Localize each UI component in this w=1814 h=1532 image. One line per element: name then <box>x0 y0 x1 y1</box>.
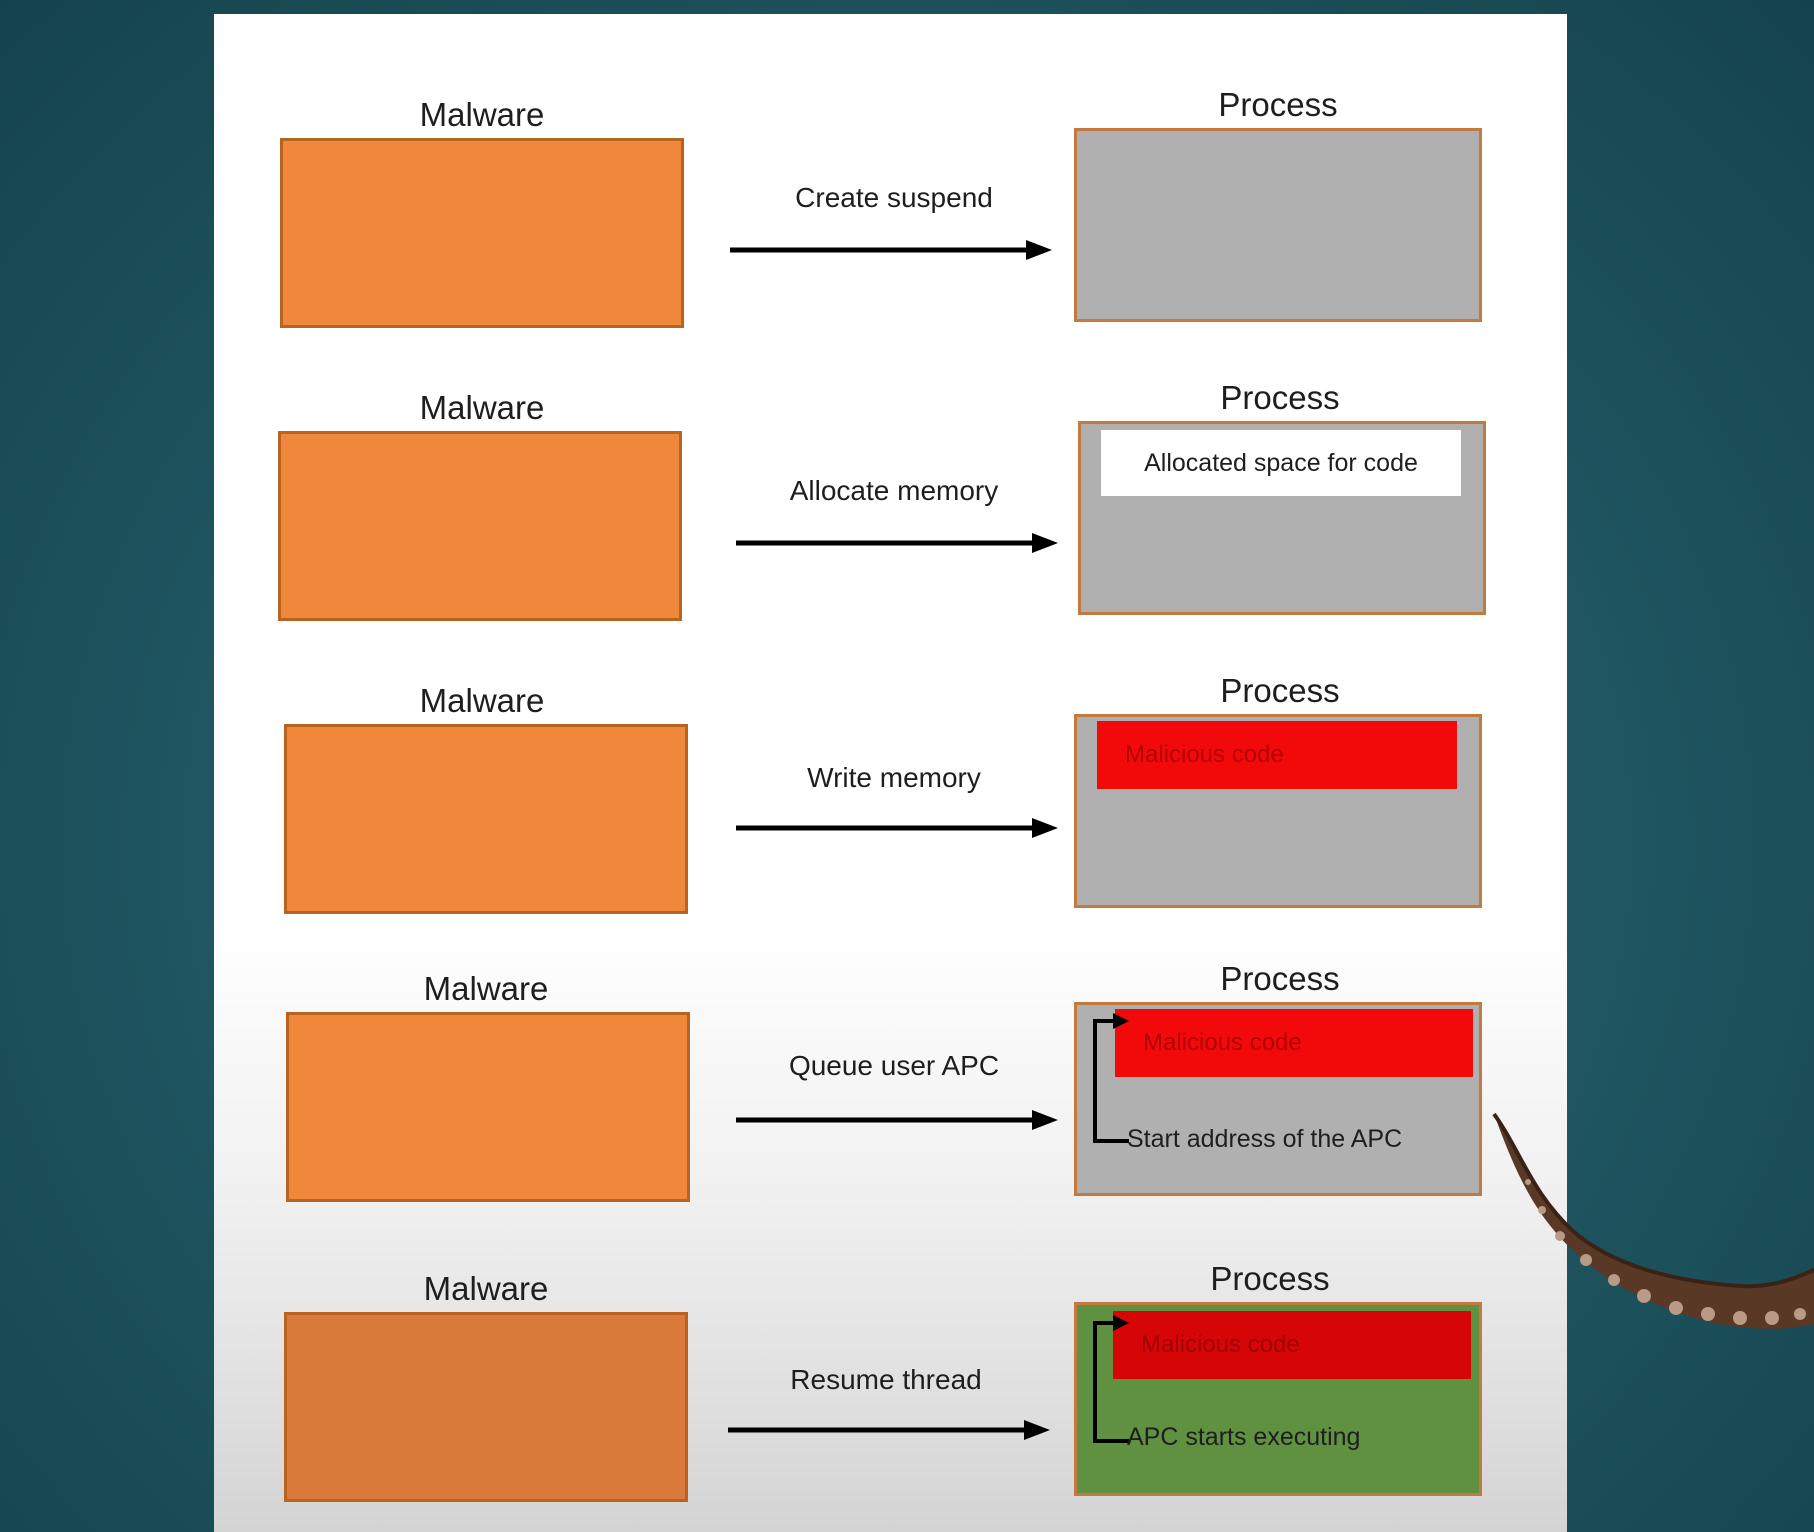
malware-label: Malware <box>419 96 545 133</box>
apc-executing-note: APC starts executing <box>1127 1423 1361 1451</box>
diagram-slide: Malware Create suspend Process Malware A… <box>214 14 1567 1532</box>
process-box <box>1074 128 1482 322</box>
step-resume-thread: Malware Resume thread Process Malicious … <box>214 1260 1567 1510</box>
step-queue-user-apc: Malware Queue user APC Process Malicious… <box>214 960 1567 1210</box>
right-arrow-icon <box>736 818 1058 838</box>
process-label: Process <box>1220 379 1340 416</box>
step-write-memory: Malware Write memory Process Malicious c… <box>214 672 1567 922</box>
malicious-code-block: Malicious code <box>1113 1311 1471 1379</box>
process-label: Process <box>1218 86 1338 123</box>
allocated-space-block: Allocated space for code <box>1101 430 1461 496</box>
malicious-code-block: Malicious code <box>1097 721 1457 789</box>
right-arrow-icon <box>736 533 1058 553</box>
arrow-label: Write memory <box>807 762 981 793</box>
apc-start-address-note: Start address of the APC <box>1127 1125 1403 1153</box>
malware-box <box>284 724 688 914</box>
malware-label: Malware <box>423 970 549 1007</box>
process-label: Process <box>1220 672 1340 709</box>
malware-label: Malware <box>419 682 545 719</box>
malware-box <box>278 431 682 621</box>
right-arrow-icon <box>736 1110 1058 1130</box>
arrow-label: Queue user APC <box>788 1050 1000 1081</box>
malware-box <box>280 138 684 328</box>
apc-execution-arrow-icon <box>1093 1315 1129 1443</box>
step-allocate-memory: Malware Allocate memory Process Allocate… <box>214 379 1567 629</box>
right-arrow-icon <box>730 240 1052 260</box>
arrow-label: Allocate memory <box>789 475 999 506</box>
malware-box <box>284 1312 688 1502</box>
process-label: Process <box>1210 1260 1330 1297</box>
malicious-code-block: Malicious code <box>1115 1009 1473 1077</box>
process-label: Process <box>1220 960 1340 997</box>
process-box: Malicious code <box>1074 714 1482 908</box>
process-box: Malicious code Start address of the APC <box>1074 1002 1482 1196</box>
malware-label: Malware <box>423 1270 549 1307</box>
right-arrow-icon <box>728 1420 1050 1440</box>
process-box-executing: Malicious code APC starts executing <box>1074 1302 1482 1496</box>
malware-label: Malware <box>419 389 545 426</box>
arrow-label: Resume thread <box>790 1364 982 1395</box>
tentacle-icon <box>1492 1112 1814 1329</box>
malware-box <box>286 1012 690 1202</box>
apc-pointer-arrow-icon <box>1093 1013 1129 1143</box>
arrow-label: Create suspend <box>795 182 993 213</box>
process-box: Allocated space for code <box>1078 421 1486 615</box>
step-create-suspend: Malware Create suspend Process <box>214 86 1567 336</box>
